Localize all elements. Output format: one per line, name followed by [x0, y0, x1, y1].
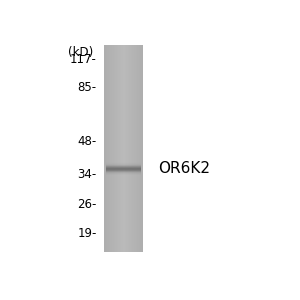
- Bar: [110, 45, 111, 252]
- Bar: [139, 45, 140, 252]
- Text: 34-: 34-: [77, 168, 97, 181]
- Bar: [119, 45, 120, 252]
- Bar: [123, 45, 124, 252]
- Bar: [134, 45, 135, 252]
- Bar: [140, 45, 141, 252]
- Bar: [137, 45, 138, 252]
- Bar: [108, 45, 109, 252]
- Bar: [136, 45, 137, 252]
- Bar: [112, 45, 113, 252]
- Text: (kD): (kD): [68, 46, 93, 59]
- Bar: [130, 45, 131, 252]
- Bar: [114, 45, 115, 252]
- Bar: [131, 45, 132, 252]
- Bar: [138, 45, 139, 252]
- Bar: [116, 45, 117, 252]
- Text: 26-: 26-: [77, 198, 97, 211]
- Text: OR6K2: OR6K2: [158, 161, 210, 176]
- Bar: [115, 45, 116, 252]
- Bar: [126, 45, 127, 252]
- Bar: [132, 45, 133, 252]
- Bar: [121, 45, 122, 252]
- Bar: [105, 45, 106, 252]
- Bar: [129, 45, 130, 252]
- Text: 48-: 48-: [77, 135, 97, 148]
- Text: 85-: 85-: [78, 82, 97, 94]
- Bar: [125, 45, 126, 252]
- Bar: [106, 45, 107, 252]
- Bar: [104, 45, 105, 252]
- Bar: [122, 45, 123, 252]
- Bar: [141, 45, 142, 252]
- Bar: [117, 45, 118, 252]
- Bar: [111, 45, 112, 252]
- Bar: [118, 45, 119, 252]
- Text: 19-: 19-: [77, 227, 97, 240]
- Bar: [142, 45, 143, 252]
- Bar: [135, 45, 136, 252]
- Text: 117-: 117-: [70, 52, 97, 66]
- Bar: [107, 45, 108, 252]
- Bar: [124, 45, 125, 252]
- Bar: [109, 45, 110, 252]
- Bar: [133, 45, 134, 252]
- Bar: [113, 45, 114, 252]
- Bar: [128, 45, 129, 252]
- Bar: [120, 45, 121, 252]
